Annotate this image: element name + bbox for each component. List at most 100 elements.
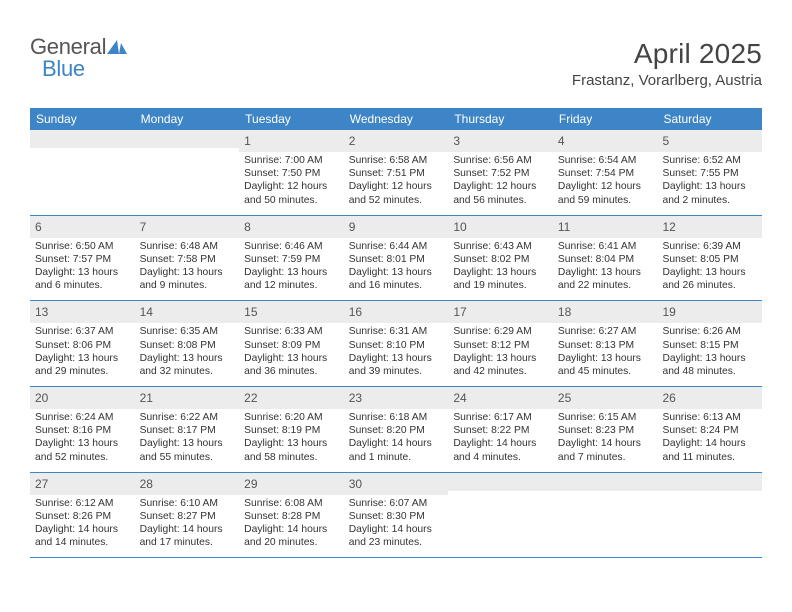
day-number-wrap: 12 [657,216,762,238]
day-number: 4 [558,134,565,148]
day-cell [135,130,240,215]
day-number: 16 [349,305,362,319]
day-number-wrap: 16 [344,301,449,323]
day-cell: 8Sunrise: 6:46 AMSunset: 7:59 PMDaylight… [239,216,344,301]
day-body: Sunrise: 6:22 AMSunset: 8:17 PMDaylight:… [135,409,240,472]
day-cell: 15Sunrise: 6:33 AMSunset: 8:09 PMDayligh… [239,301,344,386]
day-cell: 4Sunrise: 6:54 AMSunset: 7:54 PMDaylight… [553,130,658,215]
day-cell: 18Sunrise: 6:27 AMSunset: 8:13 PMDayligh… [553,301,658,386]
day-cell: 9Sunrise: 6:44 AMSunset: 8:01 PMDaylight… [344,216,449,301]
day-body [657,491,762,553]
daylight-line: Daylight: 13 hours and 9 minutes. [140,266,235,292]
week-row: 6Sunrise: 6:50 AMSunset: 7:57 PMDaylight… [30,216,762,302]
day-cell [553,473,658,558]
day-body: Sunrise: 6:10 AMSunset: 8:27 PMDaylight:… [135,495,240,558]
sunrise-line: Sunrise: 6:10 AM [140,497,235,510]
day-body: Sunrise: 6:24 AMSunset: 8:16 PMDaylight:… [30,409,135,472]
day-cell: 29Sunrise: 6:08 AMSunset: 8:28 PMDayligh… [239,473,344,558]
sunrise-line: Sunrise: 7:00 AM [244,154,339,167]
daylight-line: Daylight: 13 hours and 48 minutes. [662,352,757,378]
day-cell: 2Sunrise: 6:58 AMSunset: 7:51 PMDaylight… [344,130,449,215]
day-cell: 17Sunrise: 6:29 AMSunset: 8:12 PMDayligh… [448,301,553,386]
sunset-line: Sunset: 8:04 PM [558,253,653,266]
sunset-line: Sunset: 8:28 PM [244,510,339,523]
daylight-line: Daylight: 14 hours and 14 minutes. [35,523,130,549]
sunrise-line: Sunrise: 6:18 AM [349,411,444,424]
sunset-line: Sunset: 8:10 PM [349,339,444,352]
day-cell: 26 Sunrise: 6:13 AMSunset: 8:24 PMDayligh… [657,387,762,472]
day-body: Sunrise: 6:13 AMSunset: 8:24 PMDaylight:… [657,409,762,472]
day-number-wrap: 1 [239,130,344,152]
daylight-line: Daylight: 13 hours and 52 minutes. [35,437,130,463]
day-number: 26 [662,391,675,405]
day-number: 5 [662,134,669,148]
sunset-line: Sunset: 7:50 PM [244,167,339,180]
daylight-line: Daylight: 13 hours and 16 minutes. [349,266,444,292]
day-cell: 13Sunrise: 6:37 AMSunset: 8:06 PMDayligh… [30,301,135,386]
day-body [135,148,240,210]
day-number-wrap: 10 [448,216,553,238]
sunrise-line: Sunrise: 6:58 AM [349,154,444,167]
dow-cell: Monday [135,108,240,130]
day-body: Sunrise: 6:43 AMSunset: 8:02 PMDaylight:… [448,238,553,301]
sunrise-line: Sunrise: 6:39 AM [662,240,757,253]
day-number: 9 [349,220,356,234]
day-cell: 3Sunrise: 6:56 AMSunset: 7:52 PMDaylight… [448,130,553,215]
day-number: 17 [453,305,466,319]
day-body: Sunrise: 6:12 AMSunset: 8:26 PMDaylight:… [30,495,135,558]
day-number-wrap: 24 [448,387,553,409]
day-body: Sunrise: 6:18 AMSunset: 8:20 PMDaylight:… [344,409,449,472]
day-body: Sunrise: 6:41 AMSunset: 8:04 PMDaylight:… [553,238,658,301]
sunrise-line: Sunrise: 6:33 AM [244,325,339,338]
day-body: Sunrise: 6:50 AMSunset: 7:57 PMDaylight:… [30,238,135,301]
day-cell: 19Sunrise: 6:26 AMSunset: 8:15 PMDayligh… [657,301,762,386]
day-number-wrap: 11 [553,216,658,238]
day-body: Sunrise: 6:46 AMSunset: 7:59 PMDaylight:… [239,238,344,301]
week-row: 27Sunrise: 6:12 AMSunset: 8:26 PMDayligh… [30,473,762,559]
day-number-wrap: 30 [344,473,449,495]
day-body: Sunrise: 6:35 AMSunset: 8:08 PMDaylight:… [135,323,240,386]
dow-cell: Wednesday [344,108,449,130]
sunrise-line: Sunrise: 6:35 AM [140,325,235,338]
dow-cell: Saturday [657,108,762,130]
sunrise-line: Sunrise: 6:22 AM [140,411,235,424]
day-body: Sunrise: 6:31 AMSunset: 8:10 PMDaylight:… [344,323,449,386]
day-cell: 28Sunrise: 6:10 AMSunset: 8:27 PMDayligh… [135,473,240,558]
day-cell: 16 Sunrise: 6:31 AMSunset: 8:10 PMDayligh… [344,301,449,386]
sunset-line: Sunset: 8:01 PM [349,253,444,266]
sunrise-line: Sunrise: 6:41 AM [558,240,653,253]
daylight-line: Daylight: 13 hours and 36 minutes. [244,352,339,378]
sunset-line: Sunset: 7:55 PM [662,167,757,180]
day-cell: 12Sunrise: 6:39 AMSunset: 8:05 PMDayligh… [657,216,762,301]
day-cell: 30Sunrise: 6:07 AMSunset: 8:30 PMDayligh… [344,473,449,558]
sunset-line: Sunset: 8:23 PM [558,424,653,437]
sunrise-line: Sunrise: 6:37 AM [35,325,130,338]
day-number-wrap: 15 [239,301,344,323]
daylight-line: Daylight: 14 hours and 17 minutes. [140,523,235,549]
day-body [448,491,553,553]
location-text: Frastanz, Vorarlberg, Austria [572,72,762,89]
sunrise-line: Sunrise: 6:15 AM [558,411,653,424]
calendar: SundayMondayTuesdayWednesdayThursdayFrid… [30,108,762,558]
sunset-line: Sunset: 8:27 PM [140,510,235,523]
sunrise-line: Sunrise: 6:56 AM [453,154,548,167]
day-number: 23 [349,391,362,405]
day-body: Sunrise: 6:20 AMSunset: 8:19 PMDaylight:… [239,409,344,472]
sunset-line: Sunset: 8:24 PM [662,424,757,437]
day-cell: 11Sunrise: 6:41 AMSunset: 8:04 PMDayligh… [553,216,658,301]
day-number: 19 [662,305,675,319]
day-number: 30 [349,477,362,491]
day-number-wrap: 26 [657,387,762,409]
sunset-line: Sunset: 7:52 PM [453,167,548,180]
day-body: Sunrise: 7:00 AMSunset: 7:50 PMDaylight:… [239,152,344,215]
day-number: 15 [244,305,257,319]
daylight-line: Daylight: 13 hours and 22 minutes. [558,266,653,292]
daylight-line: Daylight: 13 hours and 12 minutes. [244,266,339,292]
day-cell [657,473,762,558]
daylight-line: Daylight: 14 hours and 20 minutes. [244,523,339,549]
sunset-line: Sunset: 7:58 PM [140,253,235,266]
sunrise-line: Sunrise: 6:31 AM [349,325,444,338]
day-number-wrap [135,130,240,148]
day-number: 10 [453,220,466,234]
day-cell: 27Sunrise: 6:12 AMSunset: 8:26 PMDayligh… [30,473,135,558]
